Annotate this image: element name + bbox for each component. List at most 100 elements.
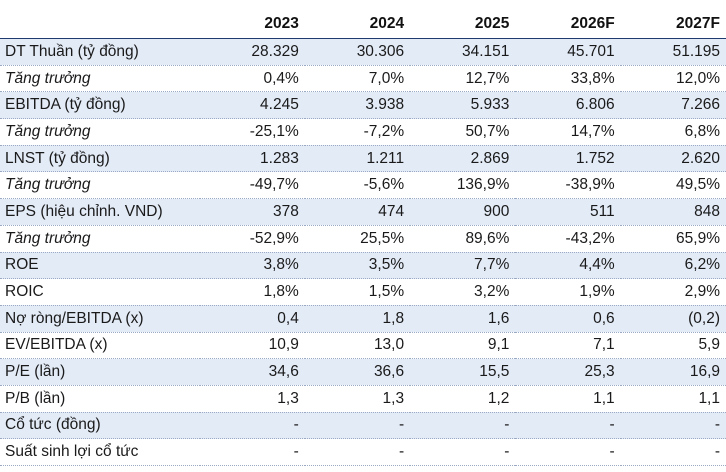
value-cell: 89,6%: [410, 225, 516, 253]
value-cell: 5.933: [410, 91, 516, 120]
value-cell: 28.329: [199, 38, 305, 66]
value-cell: -: [410, 412, 516, 440]
table-row: EBITDA (tỷ đồng) 4.245 3.938 5.933 6.806 7.26…: [0, 91, 726, 120]
value-cell: -52,9%: [199, 225, 305, 253]
table-row: Tăng trưởng -52,9% 25,5% 89,6% -43,2% 65,9%: [0, 225, 726, 253]
value-cell: 1,1: [515, 385, 621, 413]
value-cell: -: [620, 412, 726, 440]
value-cell: 15,5: [410, 358, 516, 386]
value-cell: -: [304, 438, 411, 466]
table-row: P/E (lần) 34,6 36,6 15,5 25,3 16,9: [0, 358, 726, 386]
value-cell: 49,5%: [620, 171, 726, 200]
value-cell: 7,7%: [410, 252, 516, 280]
value-cell: -49,7%: [199, 171, 305, 200]
table-row: ROIC 1,8% 1,5% 3,2% 1,9% 2,9%: [0, 278, 726, 306]
value-cell: 1.211: [304, 145, 411, 173]
value-cell: 1,3: [199, 385, 305, 413]
row-label: DT Thuần (tỷ đồng): [0, 38, 200, 66]
value-cell: 12,7%: [410, 65, 516, 93]
value-cell: 3,8%: [199, 252, 305, 280]
value-cell: 12,0%: [620, 65, 726, 93]
value-cell: -43,2%: [515, 225, 621, 253]
row-label: EV/EBITDA (x): [0, 332, 200, 360]
value-cell: 1,3: [304, 385, 411, 413]
table-row: Nợ ròng/EBITDA (x) 0,4 1,8 1,6 0,6 (0,2): [0, 305, 726, 333]
value-cell: 6,2%: [620, 252, 726, 280]
value-cell: 65,9%: [620, 225, 726, 253]
header-cell-label: [0, 9, 200, 39]
value-cell: -: [515, 438, 621, 466]
value-cell: 7,1: [515, 332, 621, 360]
value-cell: 51.195: [620, 38, 726, 66]
table-row: Tăng trưởng -25,1% -7,2% 50,7% 14,7% 6,8%: [0, 118, 726, 146]
value-cell: 474: [304, 198, 411, 226]
value-cell: 1,9%: [515, 278, 621, 306]
table-row: DT Thuần (tỷ đồng) 28.329 30.306 34.151 45.7…: [0, 38, 726, 66]
value-cell: 7,0%: [304, 65, 411, 93]
row-label: Suất sinh lợi cổ tức: [0, 438, 200, 466]
value-cell: 7.266: [620, 91, 726, 120]
value-cell: -5,6%: [304, 171, 411, 200]
value-cell: 5,9: [620, 332, 726, 360]
value-cell: 6.806: [515, 91, 621, 120]
value-cell: 1,1: [620, 385, 726, 413]
value-cell: 45.701: [515, 38, 621, 66]
header-cell-2024: 2024: [304, 9, 411, 39]
table-header: 2023 2024 2025 2026F 2027F: [0, 9, 726, 39]
value-cell: 25,3: [515, 358, 621, 386]
value-cell: 50,7%: [410, 118, 516, 146]
value-cell: -25,1%: [199, 118, 305, 146]
row-label: ROE: [0, 252, 200, 280]
value-cell: 4.245: [199, 91, 305, 120]
header-cell-2027f: 2027F: [620, 9, 726, 39]
value-cell: 2,9%: [620, 278, 726, 306]
value-cell: 1,8%: [199, 278, 305, 306]
value-cell: 900: [410, 198, 516, 226]
table-row: P/B (lần) 1,3 1,3 1,2 1,1 1,1: [0, 385, 726, 413]
table-body: DT Thuần (tỷ đồng) 28.329 30.306 34.151 45.7…: [0, 38, 726, 466]
value-cell: 2.869: [410, 145, 516, 173]
value-cell: 33,8%: [515, 65, 621, 93]
table-row: EV/EBITDA (x) 10,9 13,0 9,1 7,1 5,9: [0, 332, 726, 360]
header-cell-2023: 2023: [199, 9, 305, 39]
value-cell: 0,4%: [199, 65, 305, 93]
value-cell: 34.151: [410, 38, 516, 66]
value-cell: -: [199, 438, 305, 466]
value-cell: 25,5%: [304, 225, 411, 253]
table-row: LNST (tỷ đồng) 1.283 1.211 2.869 1.752 2.620: [0, 145, 726, 173]
value-cell: 36,6: [304, 358, 411, 386]
row-label: ROIC: [0, 278, 200, 306]
value-cell: 30.306: [304, 38, 411, 66]
value-cell: 378: [199, 198, 305, 226]
row-label: P/B (lần): [0, 385, 200, 413]
row-label: EPS (hiệu chỉnh. VND): [0, 198, 200, 226]
value-cell: 848: [620, 198, 726, 226]
row-label: Nợ ròng/EBITDA (x): [0, 305, 200, 333]
table-row: Suất sinh lợi cổ tức - - - - -: [0, 438, 726, 466]
value-cell: 13,0: [304, 332, 411, 360]
value-cell: (0,2): [620, 305, 726, 333]
value-cell: 2.620: [620, 145, 726, 173]
value-cell: 16,9: [620, 358, 726, 386]
table-row: Cổ tức (đồng) - - - - -: [0, 412, 726, 440]
row-label: P/E (lần): [0, 358, 200, 386]
value-cell: -: [199, 412, 305, 440]
value-cell: 34,6: [199, 358, 305, 386]
value-cell: -38,9%: [515, 171, 621, 200]
value-cell: 1.283: [199, 145, 305, 173]
value-cell: 1,8: [304, 305, 411, 333]
value-cell: -: [515, 412, 621, 440]
value-cell: -: [410, 438, 516, 466]
table-row: EPS (hiệu chỉnh. VND) 378 474 900 511 848: [0, 198, 726, 226]
value-cell: 9,1: [410, 332, 516, 360]
row-label: Cổ tức (đồng): [0, 412, 200, 440]
value-cell: 136,9%: [410, 171, 516, 200]
value-cell: 6,8%: [620, 118, 726, 146]
row-label: Tăng trưởng: [0, 171, 200, 200]
header-cell-2026f: 2026F: [515, 9, 621, 39]
row-label: EBITDA (tỷ đồng): [0, 91, 200, 120]
header-row: 2023 2024 2025 2026F 2027F: [0, 9, 726, 39]
value-cell: 3,5%: [304, 252, 411, 280]
value-cell: -: [304, 412, 411, 440]
